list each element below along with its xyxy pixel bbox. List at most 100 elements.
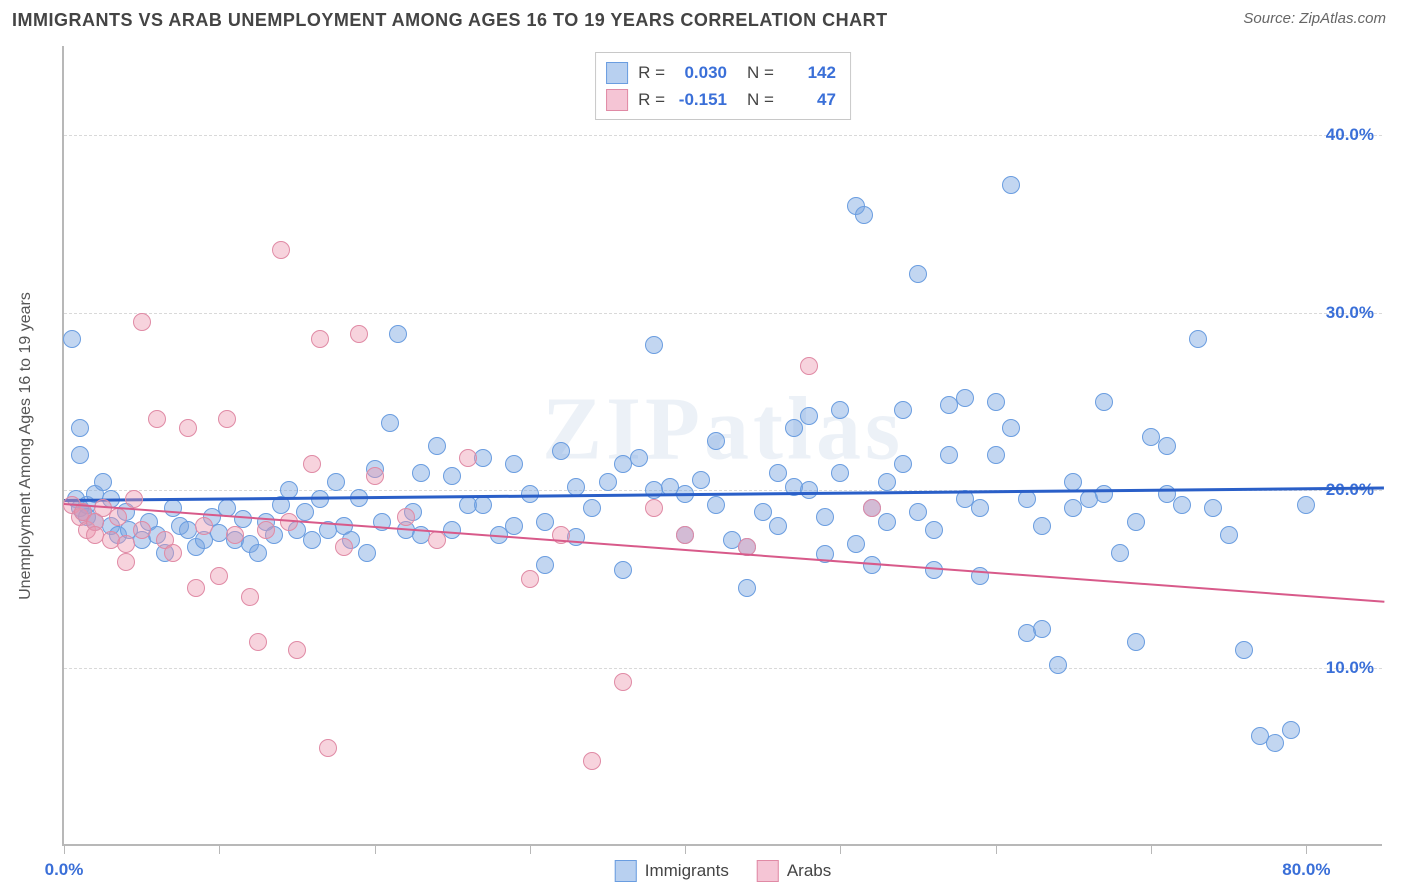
- data-point: [296, 503, 314, 521]
- plot-area: ZIPatlas R =0.030N =142R =-0.151N =47 Im…: [62, 46, 1382, 846]
- data-point: [1002, 176, 1020, 194]
- x-tick: [219, 844, 220, 854]
- data-point: [195, 517, 213, 535]
- stats-r-value: -0.151: [675, 86, 727, 113]
- data-point: [1033, 620, 1051, 638]
- data-point: [769, 464, 787, 482]
- data-point: [71, 419, 89, 437]
- data-point: [925, 521, 943, 539]
- data-point: [855, 206, 873, 224]
- data-point: [940, 446, 958, 464]
- data-point: [474, 496, 492, 514]
- y-tick-label: 10.0%: [1326, 658, 1374, 678]
- data-point: [226, 526, 244, 544]
- x-tick: [530, 844, 531, 854]
- data-point: [1018, 624, 1036, 642]
- data-point: [505, 517, 523, 535]
- data-point: [133, 521, 151, 539]
- legend-label: Arabs: [787, 861, 831, 881]
- data-point: [366, 467, 384, 485]
- data-point: [164, 544, 182, 562]
- data-point: [125, 490, 143, 508]
- data-point: [272, 241, 290, 259]
- data-point: [412, 464, 430, 482]
- data-point: [1266, 734, 1284, 752]
- stats-n-value: 47: [784, 86, 836, 113]
- data-point: [971, 499, 989, 517]
- data-point: [428, 437, 446, 455]
- stats-r-label: R =: [638, 86, 665, 113]
- data-point: [956, 389, 974, 407]
- data-point: [1018, 490, 1036, 508]
- data-point: [692, 471, 710, 489]
- data-point: [645, 336, 663, 354]
- data-point: [1127, 513, 1145, 531]
- data-point: [1158, 437, 1176, 455]
- data-point: [987, 446, 1005, 464]
- data-point: [303, 455, 321, 473]
- data-point: [428, 531, 446, 549]
- data-point: [474, 449, 492, 467]
- stats-n-value: 142: [784, 59, 836, 86]
- data-point: [389, 325, 407, 343]
- x-tick: [64, 844, 65, 854]
- data-point: [816, 508, 834, 526]
- y-tick-label: 30.0%: [1326, 303, 1374, 323]
- data-point: [63, 330, 81, 348]
- data-point: [1095, 393, 1113, 411]
- data-point: [909, 503, 927, 521]
- data-point: [350, 325, 368, 343]
- data-point: [164, 499, 182, 517]
- stats-r-value: 0.030: [675, 59, 727, 86]
- x-tick: [1306, 844, 1307, 854]
- data-point: [785, 419, 803, 437]
- x-tick: [685, 844, 686, 854]
- data-point: [303, 531, 321, 549]
- data-point: [707, 496, 725, 514]
- data-point: [878, 513, 896, 531]
- data-point: [987, 393, 1005, 411]
- data-point: [754, 503, 772, 521]
- data-point: [614, 561, 632, 579]
- data-point: [327, 473, 345, 491]
- data-point: [1189, 330, 1207, 348]
- gridline: [64, 135, 1382, 136]
- legend-item: Arabs: [757, 860, 831, 882]
- y-tick-label: 20.0%: [1326, 480, 1374, 500]
- data-point: [94, 473, 112, 491]
- data-point: [249, 633, 267, 651]
- data-point: [187, 579, 205, 597]
- data-point: [645, 481, 663, 499]
- data-point: [878, 473, 896, 491]
- data-point: [909, 265, 927, 283]
- data-point: [1049, 656, 1067, 674]
- data-point: [552, 442, 570, 460]
- data-point: [443, 521, 461, 539]
- data-point: [443, 467, 461, 485]
- stats-row: R =-0.151N =47: [606, 86, 836, 113]
- x-tick: [375, 844, 376, 854]
- x-tick: [840, 844, 841, 854]
- chart-title: IMMIGRANTS VS ARAB UNEMPLOYMENT AMONG AG…: [12, 10, 888, 31]
- data-point: [117, 553, 135, 571]
- data-point: [738, 579, 756, 597]
- data-point: [536, 513, 554, 531]
- data-point: [521, 570, 539, 588]
- data-point: [1235, 641, 1253, 659]
- data-point: [249, 544, 267, 562]
- data-point: [218, 410, 236, 428]
- data-point: [863, 499, 881, 517]
- data-point: [71, 446, 89, 464]
- legend: Immigrants Arabs: [615, 860, 832, 882]
- data-point: [179, 419, 197, 437]
- data-point: [847, 535, 865, 553]
- data-point: [257, 521, 275, 539]
- legend-swatch: [757, 860, 779, 882]
- data-point: [583, 499, 601, 517]
- data-point: [925, 561, 943, 579]
- data-point: [148, 410, 166, 428]
- source-name: ZipAtlas.com: [1299, 10, 1386, 27]
- x-tick-label: 0.0%: [45, 860, 84, 880]
- legend-label: Immigrants: [645, 861, 729, 881]
- watermark: ZIPatlas: [542, 378, 904, 481]
